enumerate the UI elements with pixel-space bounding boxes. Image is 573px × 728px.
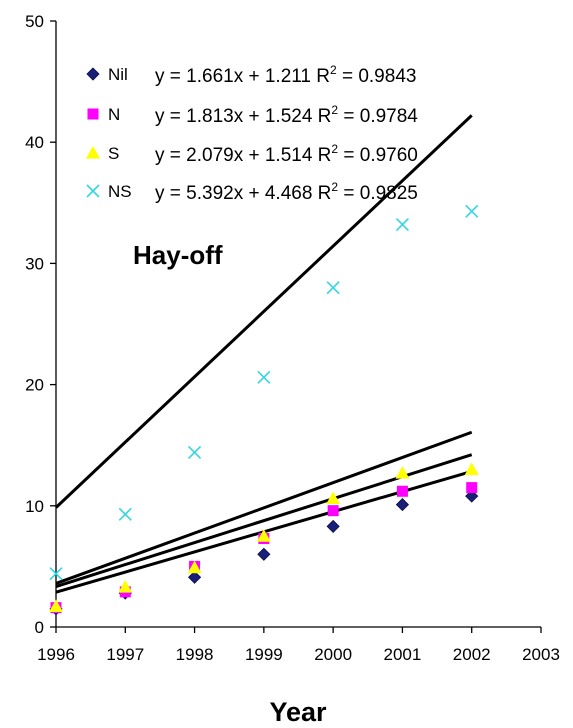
point-ns (326, 281, 340, 295)
point-n (466, 482, 478, 494)
x-tick-label: 1999 (245, 645, 283, 664)
equation-ns: y = 5.392x + 4.468 R2 = 0.9825 (155, 180, 418, 204)
trendline-ns (54, 114, 473, 509)
point-s (187, 560, 202, 574)
point-s (326, 491, 341, 505)
point-s (118, 580, 133, 593)
point-s (464, 462, 479, 476)
point-ns (49, 567, 63, 581)
point-ns (188, 445, 202, 460)
legend-label-s: S (108, 144, 119, 163)
ticks: 0 10 20 30 40 50 1996 1997 1998 1999 2000 2001 2002 2… (25, 12, 560, 664)
point-ns (395, 218, 409, 232)
equation-s: y = 2.079x + 1.514 R2 = 0.9760 (155, 142, 418, 166)
point-n (327, 505, 339, 517)
point-nil (395, 498, 409, 512)
y-tick-label: 0 (35, 618, 44, 637)
x-tick-label: 1998 (176, 645, 214, 664)
x-tick-label: 1996 (37, 645, 75, 664)
legend: Nil y = 1.661x + 1.211 R2 = 0.9843 N y = 1.… (86, 63, 418, 204)
point-ns (118, 507, 132, 521)
legend-label-nil: Nil (108, 65, 128, 84)
point-nil (188, 570, 202, 584)
point-s (49, 599, 63, 612)
legend-marker-nil (86, 67, 100, 81)
point-nil (326, 519, 340, 533)
annotation-hay-off: Hay-off (133, 240, 223, 270)
point-s (395, 466, 410, 479)
legend-label-ns: NS (108, 182, 132, 201)
point-nil (257, 547, 271, 561)
axes (55, 21, 541, 628)
y-tick-label: 30 (25, 254, 44, 273)
x-axis-title: Year (269, 697, 327, 727)
y-tick-label: 10 (25, 497, 44, 516)
legend-marker-ns (86, 184, 100, 198)
x-tick-label: 2002 (453, 645, 491, 664)
x-tick-label: 2003 (522, 645, 560, 664)
equation-nil: y = 1.661x + 1.211 R2 = 0.9843 (155, 63, 416, 87)
point-ns (257, 370, 271, 384)
trendline-s (55, 430, 473, 585)
x-tick-label: 2000 (314, 645, 352, 664)
data-points (49, 204, 479, 616)
legend-marker-s (86, 146, 100, 159)
y-tick-label: 20 (25, 376, 44, 395)
y-tick-label: 50 (25, 12, 44, 31)
legend-marker-n (87, 108, 99, 120)
point-ns (465, 204, 479, 218)
legend-label-n: N (108, 105, 120, 124)
y-tick-label: 40 (25, 133, 44, 152)
point-s (256, 529, 271, 542)
x-tick-label: 2001 (384, 645, 422, 664)
x-tick-label: 1997 (106, 645, 144, 664)
trendline-n (55, 453, 473, 588)
equation-n: y = 1.813x + 1.524 R2 = 0.9784 (155, 103, 418, 127)
point-n (396, 485, 408, 497)
